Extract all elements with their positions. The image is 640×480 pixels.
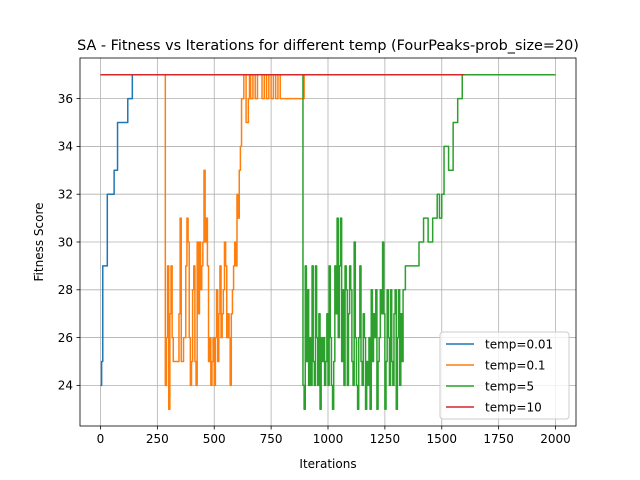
x-tick-label: 500	[203, 432, 226, 446]
series-lines	[100, 73, 556, 411]
legend-label: temp=5	[485, 379, 534, 393]
x-tick-label: 1250	[370, 432, 401, 446]
legend: temp=0.01 temp=0.1 temp=5 temp=10	[439, 331, 570, 420]
series-line-2	[100, 73, 556, 411]
x-tick-label: 750	[260, 432, 283, 446]
legend-label: temp=0.1	[485, 358, 546, 372]
legend-label: temp=0.01	[485, 337, 553, 351]
axis-ticks: 0 250 500 750 1000 1250 1500 1750 2000 24 26 28 30 32…	[58, 92, 571, 446]
series-line-3	[100, 73, 556, 411]
legend-label: temp=10	[485, 400, 542, 414]
x-tick-label: 1500	[426, 432, 457, 446]
x-tick-label: 1000	[313, 432, 344, 446]
x-tick-label: 1750	[483, 432, 514, 446]
chart-title: SA - Fitness vs Iterations for different…	[77, 38, 579, 54]
x-axis-label: Iterations	[299, 457, 356, 471]
y-tick-label: 34	[58, 140, 73, 154]
x-tick-label: 2000	[540, 432, 571, 446]
series-line-1	[100, 73, 556, 387]
legend-items: temp=0.01 temp=0.1 temp=5 temp=10	[446, 337, 553, 414]
y-tick-label: 24	[58, 379, 73, 393]
y-axis-label: Fitness Score	[32, 203, 46, 282]
x-tick-label: 0	[97, 432, 105, 446]
y-tick-label: 30	[58, 235, 73, 249]
y-tick-label: 36	[58, 92, 73, 106]
y-tick-label: 28	[58, 283, 73, 297]
legend-box	[439, 331, 570, 420]
y-tick-label: 32	[58, 188, 73, 202]
y-tick-label: 26	[58, 331, 73, 345]
x-tick-label: 250	[146, 432, 169, 446]
